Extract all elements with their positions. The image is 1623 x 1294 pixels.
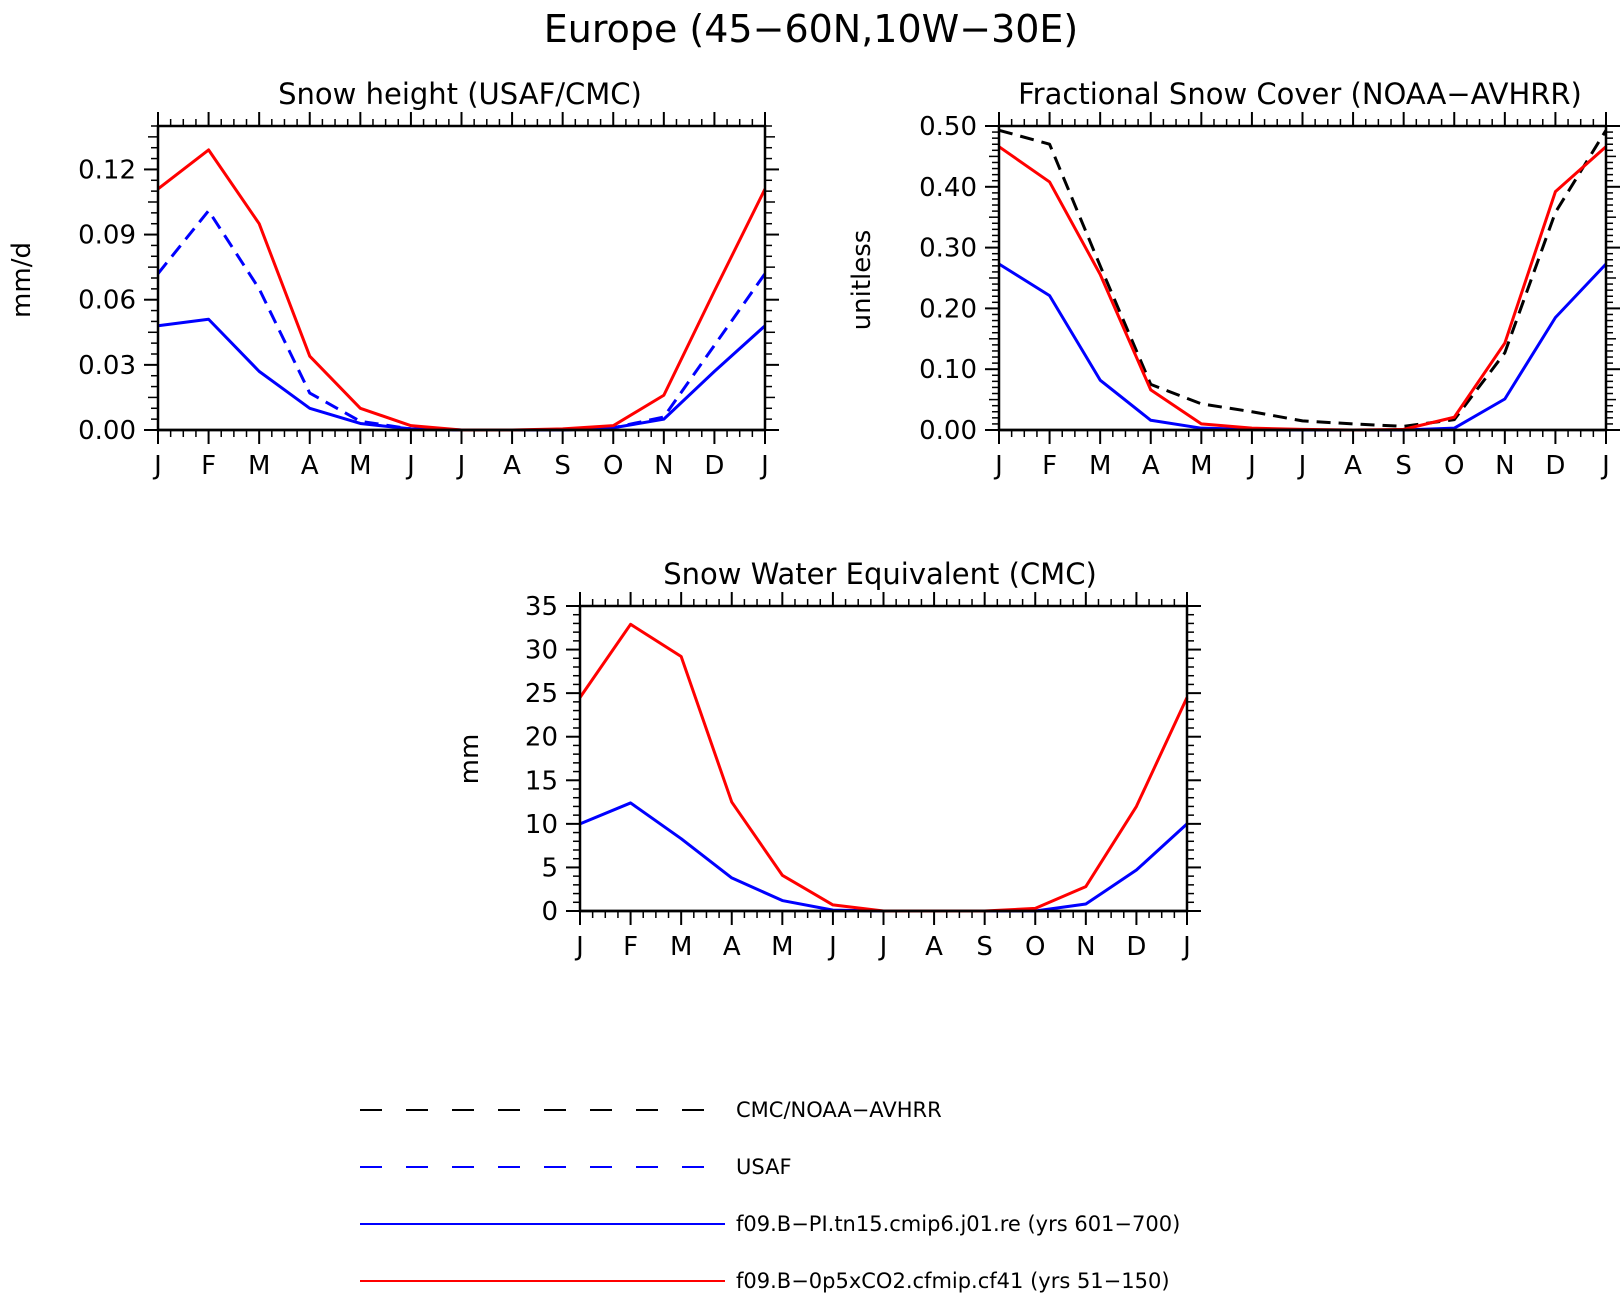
x-tick-label: N xyxy=(1495,451,1514,481)
y-axis-label: mm/d xyxy=(7,242,37,318)
x-tick-label: D xyxy=(1545,451,1565,481)
x-tick-label: A xyxy=(723,932,741,962)
x-tick-label: J xyxy=(759,451,769,481)
x-tick-label: A xyxy=(503,451,521,481)
y-tick-label: 0.40 xyxy=(919,173,977,203)
x-tick-label: D xyxy=(1126,932,1146,962)
x-tick-label: J xyxy=(456,451,466,481)
x-tick-label: J xyxy=(574,932,584,962)
series-line-pi xyxy=(579,801,1189,913)
x-tick-label: M xyxy=(771,932,793,962)
y-tick-label: 0.03 xyxy=(78,351,136,381)
y-tick-label: 30 xyxy=(525,636,558,666)
legend: CMC/NOAA−AVHRR USAF f09.B−PI.tn15.cmip6.… xyxy=(360,1098,1180,1293)
y-tick-label: 0.10 xyxy=(919,355,977,385)
x-tick-label: O xyxy=(1444,451,1464,481)
y-tick-label: 0.00 xyxy=(919,416,977,446)
figure-title: Europe (45−60N,10W−30E) xyxy=(544,7,1079,51)
legend-item-cmc: CMC/NOAA−AVHRR xyxy=(360,1098,942,1122)
legend-label: f09.B−PI.tn15.cmip6.j01.re (yrs 601−700) xyxy=(736,1212,1180,1236)
y-tick-label: 0.09 xyxy=(78,221,136,251)
x-tick-label: M xyxy=(670,932,692,962)
series-line-co2 xyxy=(157,148,767,432)
x-tick-label: A xyxy=(301,451,319,481)
y-tick-label: 0.20 xyxy=(919,294,977,324)
x-tick-label: A xyxy=(1344,451,1362,481)
x-tick-label: J xyxy=(1297,451,1307,481)
y-axis-label: unitless xyxy=(847,230,877,331)
y-tick-label: 0.50 xyxy=(919,112,977,142)
series-line-obs_cmc xyxy=(998,128,1608,428)
panel-title: Snow Water Equivalent (CMC) xyxy=(663,557,1097,591)
x-tick-label: D xyxy=(704,451,724,481)
x-tick-label: O xyxy=(1025,932,1045,962)
y-tick-label: 0.12 xyxy=(78,155,136,185)
series-line-obs_usaf xyxy=(156,209,767,432)
fractional-snow-cover-panel: Fractional Snow Cover (NOAA−AVHRR) unitl… xyxy=(847,77,1620,481)
series-line-co2 xyxy=(578,622,1189,913)
legend-label: f09.B−0p5xCO2.cfmip.cf41 (yrs 51−150) xyxy=(736,1269,1170,1293)
x-tick-label: S xyxy=(554,451,571,481)
legend-item-pi: f09.B−PI.tn15.cmip6.j01.re (yrs 601−700) xyxy=(360,1212,1180,1236)
y-tick-label: 25 xyxy=(525,679,558,709)
x-tick-label: M xyxy=(1089,451,1111,481)
x-tick-label: M xyxy=(1190,451,1212,481)
legend-item-co2: f09.B−0p5xCO2.cfmip.cf41 (yrs 51−150) xyxy=(360,1269,1170,1293)
plot-frame xyxy=(156,124,767,432)
panel-title: Snow height (USAF/CMC) xyxy=(278,77,642,111)
series-line-co2 xyxy=(998,145,1607,432)
x-tick-label: A xyxy=(1142,451,1160,481)
y-tick-label: 0.00 xyxy=(78,416,136,446)
x-tick-label: J xyxy=(993,451,1003,481)
x-tick-label: N xyxy=(1076,932,1095,962)
x-tick-label: M xyxy=(248,451,270,481)
x-tick-label: F xyxy=(201,451,216,481)
x-tick-label: O xyxy=(603,451,623,481)
y-tick-label: 0.06 xyxy=(78,286,136,316)
legend-label: USAF xyxy=(736,1155,792,1179)
x-tick-label: S xyxy=(976,932,993,962)
x-tick-label: J xyxy=(405,451,415,481)
y-tick-label: 15 xyxy=(525,766,558,796)
y-tick-label: 35 xyxy=(525,592,558,622)
x-tick-label: J xyxy=(1600,451,1610,481)
x-tick-label: J xyxy=(878,932,888,962)
y-axis-label: mm xyxy=(455,734,485,785)
legend-item-usaf: USAF xyxy=(360,1155,792,1179)
x-tick-label: J xyxy=(152,451,162,481)
x-tick-label: F xyxy=(1042,451,1057,481)
y-tick-label: 0 xyxy=(541,897,558,927)
legend-label: CMC/NOAA−AVHRR xyxy=(736,1098,942,1122)
x-tick-label: A xyxy=(925,932,943,962)
x-tick-label: S xyxy=(1395,451,1412,481)
x-tick-label: N xyxy=(654,451,673,481)
series-line-pi xyxy=(998,262,1608,432)
y-tick-label: 0.30 xyxy=(919,234,977,264)
x-tick-label: M xyxy=(349,451,371,481)
y-tick-label: 20 xyxy=(525,723,558,753)
x-tick-label: J xyxy=(1181,932,1191,962)
y-tick-label: 10 xyxy=(525,810,558,840)
panel-title: Fractional Snow Cover (NOAA−AVHRR) xyxy=(1018,77,1582,111)
x-tick-label: F xyxy=(623,932,638,962)
x-tick-label: J xyxy=(1246,451,1256,481)
x-tick-label: J xyxy=(827,932,837,962)
y-tick-label: 5 xyxy=(541,853,558,883)
